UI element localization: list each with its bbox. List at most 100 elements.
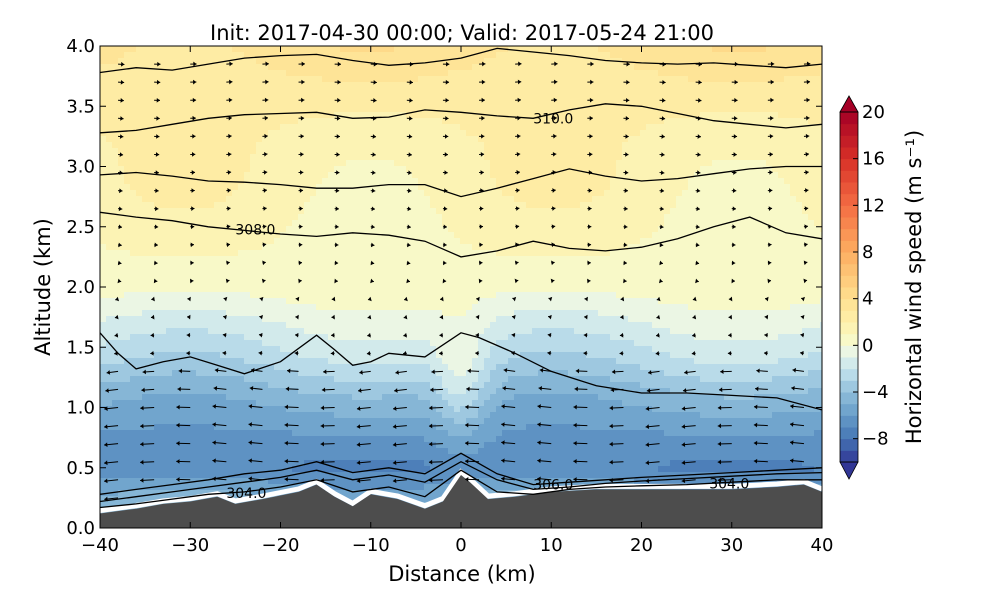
wind-vector-head [590, 61, 594, 67]
wind-vector-head [502, 386, 506, 391]
wind-vector-head [248, 476, 252, 482]
wind-vector-head [481, 133, 485, 139]
wind-vector-head [479, 206, 484, 211]
wind-vector-head [589, 133, 593, 139]
colorbar-segment [840, 415, 858, 428]
wind-vector-head [119, 170, 123, 176]
wind-vector-head [501, 422, 505, 427]
wind-vector-head [573, 459, 577, 464]
wind-vector-head [517, 97, 521, 103]
wind-vector-head [104, 460, 108, 466]
wind-vector-head [755, 386, 759, 392]
wind-vector-head [661, 134, 665, 139]
wind-vector-head [300, 152, 304, 157]
wind-vector-head [156, 116, 160, 121]
wind-vector-head [156, 134, 160, 139]
wind-vector-head [331, 332, 335, 338]
colorbar-segment [840, 147, 858, 160]
wind-vector-head [408, 170, 412, 176]
wind-vector-head [763, 350, 768, 356]
wind-vector-head [625, 134, 629, 139]
wind-vector-head [229, 61, 233, 67]
colorbar-tick-label: 0 [862, 335, 873, 356]
wind-vector-head [228, 133, 232, 139]
wind-vector-head [756, 368, 760, 374]
colorbar-segment [840, 380, 858, 393]
wind-vector-head [177, 386, 181, 392]
wind-vector-head [335, 224, 339, 230]
wind-vector-head [406, 242, 411, 248]
wind-vector-head [262, 242, 267, 248]
wind-vector-head [320, 441, 324, 447]
wind-vector-head [731, 278, 735, 284]
wind-vector-head [552, 170, 557, 175]
wind-vector-head [732, 224, 736, 230]
wind-vector-head [153, 278, 158, 284]
terrain-fill [100, 475, 822, 528]
wind-vector-head [359, 370, 363, 375]
wind-vector-head [150, 350, 154, 356]
wind-vector-head [552, 151, 557, 157]
x-tick-label: −30 [171, 535, 209, 556]
wind-vector-head [105, 388, 109, 393]
colorbar-ticks: −8 −4 0 4 8 12 16 20 [853, 102, 889, 450]
wind-vector-head [445, 97, 449, 103]
wind-vector-head [299, 188, 304, 193]
wind-vector-head [588, 170, 593, 175]
wind-vector-head [548, 296, 553, 302]
wind-vector-head [214, 368, 219, 373]
wind-vector-head [806, 97, 810, 103]
wind-vector-head [295, 314, 299, 320]
wind-vector-head [609, 441, 613, 447]
colorbar-segment [840, 438, 858, 451]
wind-vector-head [717, 423, 722, 429]
wind-vector-head [659, 242, 664, 248]
wind-vector-head [299, 206, 303, 211]
wind-vector-head [792, 367, 797, 373]
wind-vector-head [186, 350, 190, 356]
wind-vector-head [479, 260, 483, 266]
wind-vector-head [767, 278, 772, 284]
wind-vector-head [697, 152, 701, 157]
wind-vector-head [620, 296, 625, 302]
wind-vector-head [681, 460, 686, 466]
contour-line [100, 47, 822, 74]
wind-vector-head [192, 133, 196, 139]
wind-vector-head [662, 79, 666, 85]
wind-vector-head [155, 152, 160, 157]
wind-vector-head [193, 61, 197, 67]
wind-vector-head [190, 278, 194, 284]
wind-vector-head [625, 97, 630, 103]
wind-vector-head [806, 79, 811, 85]
wind-vector-head [114, 332, 119, 338]
wind-vector-head [114, 314, 119, 320]
wind-vector-head [409, 98, 413, 103]
wind-vector-head [259, 314, 263, 320]
wind-vector-head [475, 314, 480, 320]
wind-vector-head [444, 188, 448, 194]
wind-vector-head [480, 188, 484, 193]
wind-vector-head [429, 405, 433, 411]
wind-vector-head [465, 440, 469, 446]
wind-vector-head [439, 314, 444, 320]
wind-vector-head [321, 387, 326, 393]
wind-vector-head [465, 404, 469, 410]
wind-vector-head [660, 170, 665, 176]
colorbar-segment [840, 322, 858, 335]
wind-vector-head [222, 332, 227, 338]
wind-vector-head [337, 79, 341, 85]
wind-vector-head [154, 260, 158, 266]
wind-vector-head [261, 278, 266, 284]
y-tick-label: 1.5 [66, 337, 95, 358]
wind-vector-head [366, 351, 371, 356]
colorbar-extend-max [839, 95, 859, 113]
wind-vector-head [227, 188, 231, 193]
wind-vector-head [475, 332, 479, 338]
colorbar-segment [840, 217, 858, 230]
wind-vector-head [443, 242, 447, 248]
wind-vector-head [176, 477, 180, 482]
wind-vector-head [118, 224, 122, 230]
wind-vector-head [284, 422, 288, 428]
wind-vector-head [117, 260, 122, 266]
